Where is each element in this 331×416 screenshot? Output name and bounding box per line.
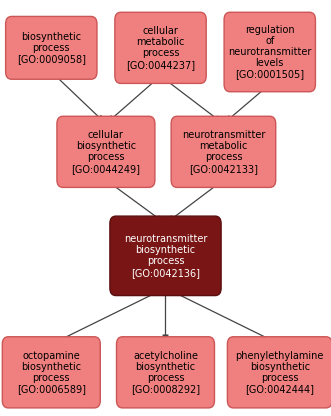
FancyBboxPatch shape [224, 12, 315, 92]
FancyBboxPatch shape [6, 16, 97, 79]
Text: phenylethylamine
biosynthetic
process
[GO:0042444]: phenylethylamine biosynthetic process [G… [236, 351, 324, 394]
FancyBboxPatch shape [115, 12, 206, 83]
FancyBboxPatch shape [117, 337, 214, 408]
FancyBboxPatch shape [110, 216, 221, 295]
FancyBboxPatch shape [227, 337, 331, 408]
FancyBboxPatch shape [57, 116, 155, 187]
Text: biosynthetic
process
[GO:0009058]: biosynthetic process [GO:0009058] [17, 32, 86, 64]
Text: regulation
of
neurotransmitter
levels
[GO:0001505]: regulation of neurotransmitter levels [G… [228, 25, 311, 79]
Text: neurotransmitter
metabolic
process
[GO:0042133]: neurotransmitter metabolic process [GO:0… [182, 130, 265, 173]
Text: acetylcholine
biosynthetic
process
[GO:0008292]: acetylcholine biosynthetic process [GO:0… [131, 351, 200, 394]
Text: cellular
metabolic
process
[GO:0044237]: cellular metabolic process [GO:0044237] [126, 26, 195, 69]
FancyBboxPatch shape [2, 337, 100, 408]
Text: octopamine
biosynthetic
process
[GO:0006589]: octopamine biosynthetic process [GO:0006… [17, 351, 86, 394]
Text: neurotransmitter
biosynthetic
process
[GO:0042136]: neurotransmitter biosynthetic process [G… [124, 234, 207, 277]
Text: cellular
biosynthetic
process
[GO:0044249]: cellular biosynthetic process [GO:004424… [71, 130, 140, 173]
FancyBboxPatch shape [171, 116, 276, 187]
